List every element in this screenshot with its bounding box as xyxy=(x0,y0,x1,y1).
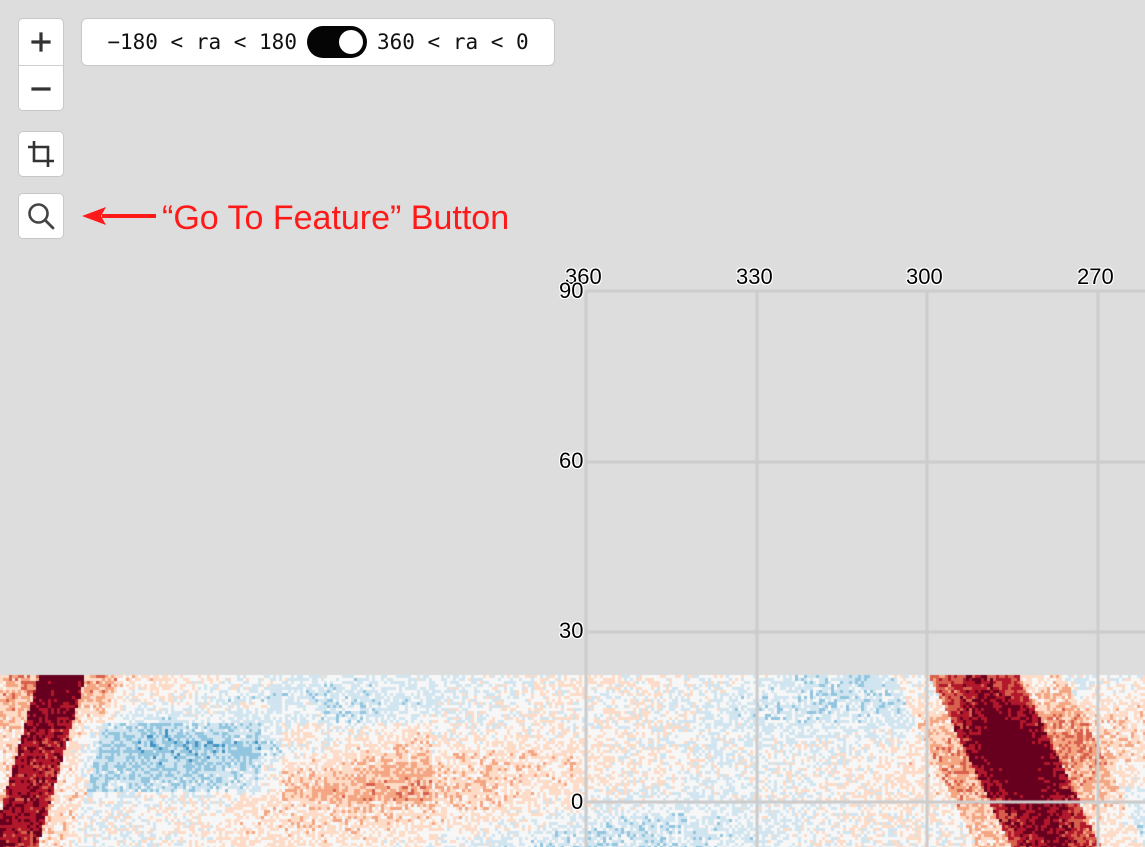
zoom-control xyxy=(18,18,64,111)
dec-label: 90 xyxy=(559,278,584,303)
minus-icon xyxy=(31,87,51,91)
ra-label: 330 xyxy=(736,264,773,289)
ra-range-right-label: 360 < ra < 0 xyxy=(376,30,529,54)
dec-label: 30 xyxy=(559,618,584,643)
annotation-label: “Go To Feature” Button xyxy=(162,199,510,237)
dec-label: 0 xyxy=(571,789,584,814)
crop-button[interactable] xyxy=(18,131,64,177)
zoom-in-button[interactable] xyxy=(19,19,63,65)
ra-label: 360 xyxy=(565,264,602,289)
plus-icon xyxy=(31,32,51,52)
dec-label: 60 xyxy=(559,448,584,473)
switch-knob xyxy=(338,30,363,54)
ra-label: 270 xyxy=(1077,264,1114,289)
crop-icon xyxy=(28,141,54,167)
search-icon xyxy=(28,203,55,230)
annotation-arrow-icon xyxy=(82,207,156,225)
ra-label: 300 xyxy=(906,264,943,289)
ra-range-switch[interactable] xyxy=(306,26,367,58)
ra-range-left-label: −180 < ra < 180 xyxy=(107,30,297,54)
ra-range-toggle: −180 < ra < 180 360 < ra < 0 xyxy=(81,18,555,66)
zoom-out-button[interactable] xyxy=(19,65,63,110)
go-to-feature-button[interactable] xyxy=(18,193,64,239)
